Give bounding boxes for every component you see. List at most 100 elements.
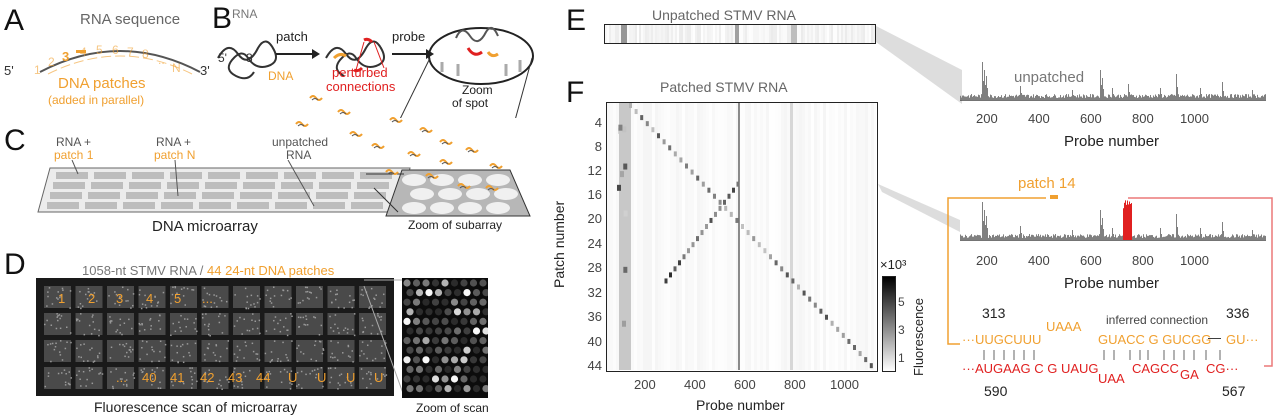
patch-label: patch <box>276 29 308 44</box>
scan-spot <box>431 375 440 383</box>
heat-cell <box>802 290 806 296</box>
scan-spot <box>460 337 468 345</box>
subarray-cell <box>275 202 307 209</box>
scan-spot <box>463 385 471 393</box>
heat-cell <box>623 210 628 217</box>
ytick-40: 40 <box>587 334 602 349</box>
scan-spot <box>469 356 478 364</box>
scan-spot <box>453 346 462 354</box>
scan-spot <box>460 317 468 325</box>
heat-cell <box>774 260 778 266</box>
probe-label: probe <box>392 29 426 44</box>
heat-cell <box>691 242 695 248</box>
spot <box>438 188 462 200</box>
scan-spot <box>472 308 481 316</box>
top-seq-loop: UAAA <box>1046 319 1082 334</box>
scan-spot <box>403 279 411 287</box>
scan-spot <box>406 346 414 354</box>
scan-block <box>233 340 260 362</box>
floating-patch <box>295 121 309 127</box>
subarray-cell <box>313 202 345 209</box>
subarray-cell <box>91 182 123 189</box>
panel-label-a: A <box>4 4 25 37</box>
subarray-cell <box>278 192 310 199</box>
heat-cell <box>685 163 688 169</box>
subarray-cell <box>357 182 389 189</box>
xtick-800: 800 <box>784 377 806 392</box>
heat-cell <box>858 351 862 357</box>
heat-cell <box>724 205 728 211</box>
n567: 567 <box>1222 383 1246 399</box>
scan-block <box>44 340 71 362</box>
colorbar-tick-3: 3 <box>898 323 905 337</box>
scan-block <box>296 286 323 308</box>
heat-cell <box>679 157 683 163</box>
scan-spot <box>469 337 478 345</box>
heat-cell <box>763 248 767 254</box>
heat-cell <box>634 109 638 115</box>
heat-cell <box>853 345 856 350</box>
bot-profile-xlabel: Probe number <box>1064 275 1160 292</box>
scan-spot <box>453 365 462 373</box>
scan-spot <box>441 356 449 364</box>
scan-spot <box>441 375 449 383</box>
scan-spot <box>453 385 462 393</box>
heat-cell <box>619 171 624 178</box>
patched-profile <box>960 198 1266 244</box>
heat-cell <box>718 205 722 211</box>
floating-patch <box>349 131 363 137</box>
scan-block <box>170 340 197 362</box>
colorbar-label: Fluorescence <box>911 297 926 376</box>
heat-cell <box>819 308 823 314</box>
floating-patch <box>425 173 439 179</box>
scan-block <box>138 340 166 362</box>
scan-spot <box>463 346 471 354</box>
scan-spot <box>431 317 440 325</box>
heat-cell <box>714 211 717 217</box>
scan-spot <box>469 375 478 383</box>
subarray-cell <box>354 192 386 199</box>
heat-cell <box>657 133 660 139</box>
microarray-scan: 1 2 3 4 5 ... ... 40 41 42 43 44 U U U U <box>36 278 394 396</box>
heat-cell <box>678 260 681 266</box>
slide-subarray-grid <box>47 172 392 209</box>
spot <box>466 188 490 200</box>
heat-cell <box>617 184 622 191</box>
heat-cell <box>741 224 744 229</box>
scan-spot <box>444 308 452 316</box>
scan-spot <box>469 317 478 325</box>
e-title: Unpatched STMV RNA <box>652 7 796 23</box>
scan-spot <box>460 375 468 383</box>
floating-patch <box>371 143 385 149</box>
scan-spot <box>463 289 471 297</box>
scan-block <box>44 286 71 308</box>
scan-block <box>75 313 103 335</box>
scan-block <box>138 367 166 389</box>
n336: 336 <box>1226 305 1250 321</box>
scan-spot <box>425 385 433 393</box>
scan-block <box>170 367 197 389</box>
floating-patch <box>439 159 453 165</box>
patch-num-5: 5 <box>96 43 103 57</box>
rna-arc-diagram <box>39 50 201 75</box>
scan-label-42: 42 <box>200 370 215 385</box>
heat-cell <box>836 326 840 332</box>
ytick-32: 32 <box>587 285 602 300</box>
panel-label-f: F <box>566 76 585 109</box>
heat-cell <box>752 236 756 242</box>
scan-label-4: 4 <box>146 291 154 306</box>
scan-spot <box>422 375 430 383</box>
heat-cell <box>797 284 800 290</box>
dna-microarray-label: DNA microarray <box>152 218 258 235</box>
heat-cell <box>705 224 708 229</box>
scan-spot <box>431 279 440 287</box>
heat-cell <box>673 151 677 157</box>
inferred-connection-label: inferred connection <box>1106 313 1209 327</box>
heat-cell <box>621 320 626 327</box>
scan-label-u1: U <box>288 370 298 385</box>
heat-cell <box>687 248 690 254</box>
scan-spot <box>425 308 433 316</box>
scan-spot <box>412 356 421 364</box>
scan-spot <box>472 289 481 297</box>
patch-num-6: 6 <box>112 43 119 57</box>
